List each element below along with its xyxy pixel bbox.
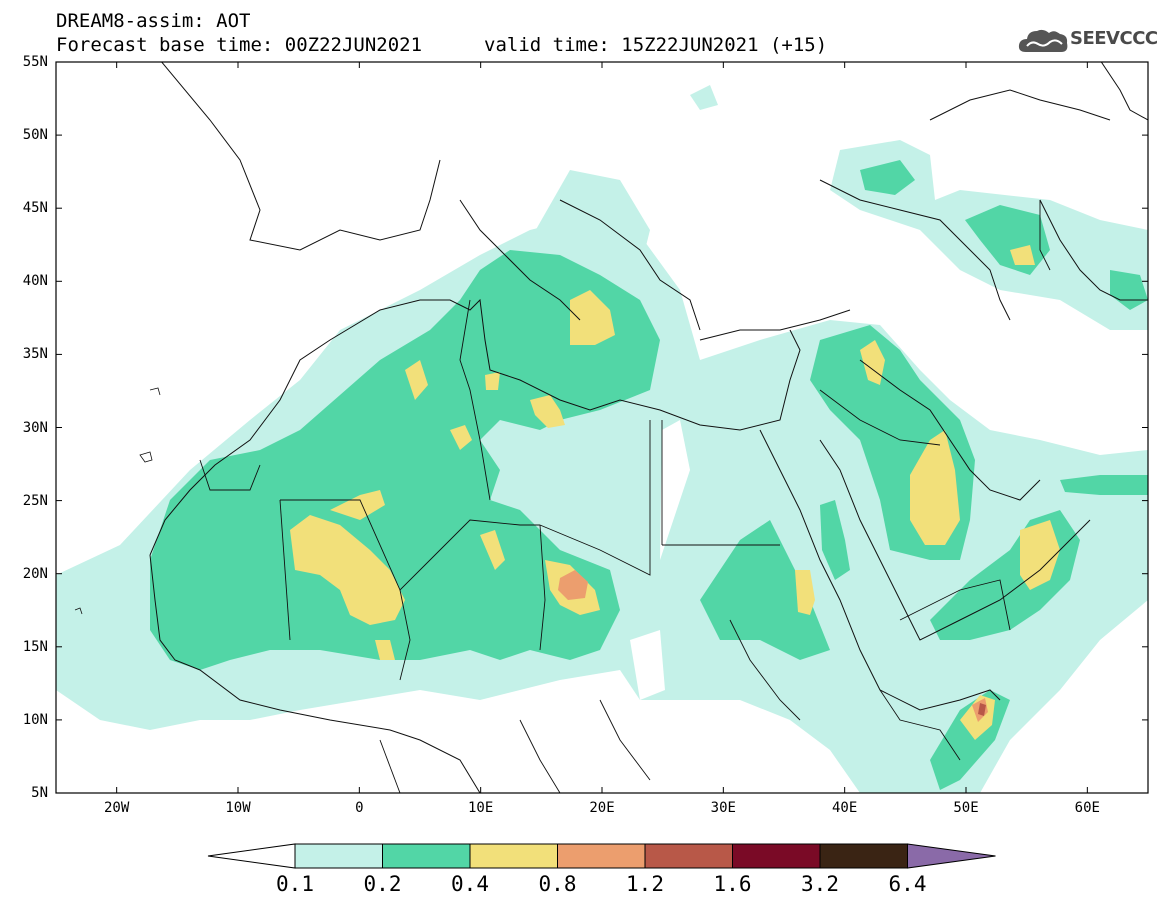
colorbar-label: 1.6	[713, 872, 752, 896]
aot-level5-areas	[978, 703, 986, 716]
logo-text: SEEVCCC	[1070, 28, 1158, 49]
lat-label: 20N	[22, 565, 48, 582]
forecast-base-time: Forecast base time: 00Z22JUN2021	[56, 34, 423, 56]
colorbar-swatch	[469, 843, 558, 869]
colorbar-label: 0.1	[276, 872, 314, 896]
lon-label: 10E	[468, 800, 494, 816]
colorbar-label: 1.2	[626, 872, 664, 896]
lat-label: 55N	[22, 54, 48, 70]
lon-label: 10W	[225, 800, 251, 816]
colorbar-swatch	[819, 843, 908, 869]
lon-label: 0	[355, 800, 364, 816]
lon-label: 40E	[832, 800, 858, 816]
inland-features	[74, 387, 161, 615]
colorbar-swatch	[644, 843, 733, 869]
colorbar-swatch	[732, 843, 821, 869]
lon-label: 20W	[104, 800, 130, 816]
colorbar-label: 3.2	[801, 872, 839, 896]
colorbar-under-triangle	[207, 843, 296, 869]
lon-label: 50E	[953, 800, 979, 816]
lat-label: 40N	[22, 273, 48, 290]
seevccc-logo: SEEVCCC	[1018, 26, 1158, 56]
colorbar-label: 0.2	[363, 872, 402, 896]
lon-label: 60E	[1074, 800, 1100, 816]
colorbar-swatch	[382, 843, 471, 869]
colorbar-label: 0.8	[538, 872, 577, 896]
colorbar-swatch	[557, 843, 646, 869]
country-borders	[199, 200, 1051, 793]
lat-label: 25N	[22, 492, 48, 509]
lat-label: 50N	[22, 127, 48, 144]
colorbar-swatch	[294, 843, 383, 869]
lat-label: 35N	[22, 346, 48, 363]
colorbar-label: 0.4	[451, 872, 489, 896]
coastlines	[149, 62, 1148, 793]
colorbar-label: 6.4	[888, 872, 927, 896]
chart-title: DREAM8-assim: AOT	[56, 10, 251, 32]
lat-label: 15N	[22, 638, 48, 655]
lon-label: 30E	[710, 800, 736, 816]
aot-level3-areas	[290, 245, 1060, 740]
colorbar-over-triangle	[907, 843, 996, 869]
lat-label: 10N	[22, 711, 48, 728]
colorbar	[207, 843, 996, 869]
valid-time: valid time: 15Z22JUN2021 (+15)	[484, 34, 828, 56]
lat-label: 45N	[22, 200, 48, 217]
cloud-icon	[1018, 29, 1068, 52]
lon-label: 20E	[589, 800, 615, 816]
lat-label: 30N	[22, 419, 48, 436]
lat-label: 5N	[31, 785, 48, 801]
